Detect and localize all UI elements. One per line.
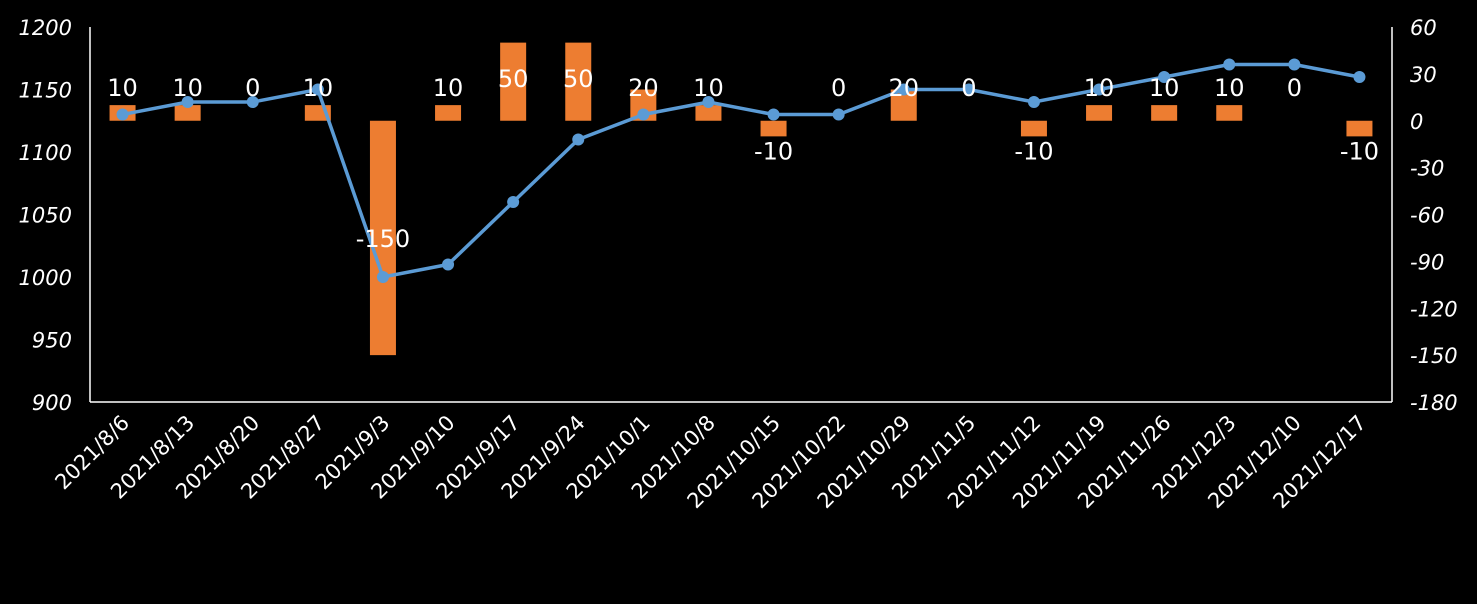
bar bbox=[1346, 120, 1373, 137]
line-point bbox=[897, 83, 910, 96]
bar-data-label: 10 bbox=[1214, 74, 1245, 102]
line-point bbox=[1353, 71, 1366, 83]
line-point bbox=[1093, 83, 1106, 96]
bar-data-label: -150 bbox=[356, 225, 410, 253]
left-tick-label: 1150 bbox=[19, 79, 72, 103]
right-tick-label: -90 bbox=[1410, 250, 1444, 274]
bar-data-label: 10 bbox=[1149, 74, 1180, 102]
right-tick-label: 0 bbox=[1410, 110, 1423, 134]
bar bbox=[1151, 105, 1178, 121]
bar-data-label: 10 bbox=[1084, 74, 1115, 102]
bar-data-label: 0 bbox=[831, 74, 846, 102]
bar bbox=[760, 120, 787, 137]
left-tick-label: 1100 bbox=[19, 141, 72, 165]
bar-data-label: -10 bbox=[754, 137, 793, 165]
bar-data-label: 20 bbox=[628, 74, 659, 102]
bar-data-label: 0 bbox=[1287, 74, 1302, 102]
right-tick-label: -30 bbox=[1410, 157, 1444, 181]
line-point bbox=[507, 196, 520, 208]
line-point bbox=[1027, 96, 1040, 108]
bar-data-label: 10 bbox=[107, 74, 138, 102]
bar bbox=[435, 105, 462, 121]
bar-data-label: 10 bbox=[303, 74, 334, 102]
line-point bbox=[572, 133, 585, 146]
line-point bbox=[442, 258, 455, 271]
bar-data-label: 10 bbox=[433, 74, 464, 102]
line-point bbox=[962, 83, 975, 96]
bar-data-label: 0 bbox=[245, 74, 260, 102]
line-point bbox=[116, 108, 129, 121]
right-tick-label: 30 bbox=[1410, 63, 1437, 87]
line-point bbox=[376, 271, 389, 283]
bar bbox=[369, 120, 396, 356]
left-tick-label: 1050 bbox=[19, 204, 72, 228]
right-tick-label: -60 bbox=[1410, 204, 1444, 228]
right-tick-label: -150 bbox=[1410, 344, 1458, 368]
series-line bbox=[122, 62, 1360, 280]
line-point bbox=[1288, 58, 1301, 71]
bar bbox=[1020, 120, 1047, 137]
bar bbox=[1216, 105, 1243, 121]
bar-data-label: 0 bbox=[961, 74, 976, 102]
bar-data-label: 10 bbox=[693, 74, 724, 102]
line-point bbox=[702, 96, 715, 108]
left-tick-label: 1200 bbox=[19, 16, 72, 40]
bar-data-label: -10 bbox=[1340, 137, 1379, 165]
left-tick-label: 1000 bbox=[19, 266, 72, 290]
left-tick-label: 950 bbox=[32, 329, 72, 353]
left-tick-label: 900 bbox=[32, 391, 72, 415]
line-point bbox=[637, 108, 650, 121]
line-point bbox=[311, 83, 324, 96]
bar bbox=[695, 105, 722, 121]
bar bbox=[174, 105, 201, 121]
line-point bbox=[1223, 58, 1236, 71]
bar-data-label: 50 bbox=[498, 65, 529, 93]
bar-data-label: 50 bbox=[563, 65, 594, 93]
right-tick-label: -120 bbox=[1410, 297, 1458, 321]
line-point bbox=[1158, 71, 1171, 83]
bar-data-label: -10 bbox=[1014, 137, 1053, 165]
line-point bbox=[246, 96, 259, 108]
bar bbox=[500, 42, 527, 121]
bar-data-label: 10 bbox=[172, 74, 203, 102]
right-tick-label: 60 bbox=[1410, 16, 1437, 40]
bar bbox=[1086, 105, 1113, 121]
bar-data-label: 20 bbox=[888, 74, 919, 102]
line-point bbox=[181, 96, 194, 108]
line-point bbox=[832, 108, 845, 121]
right-tick-label: -180 bbox=[1410, 391, 1458, 415]
bar bbox=[565, 42, 592, 121]
line-point bbox=[767, 108, 780, 121]
